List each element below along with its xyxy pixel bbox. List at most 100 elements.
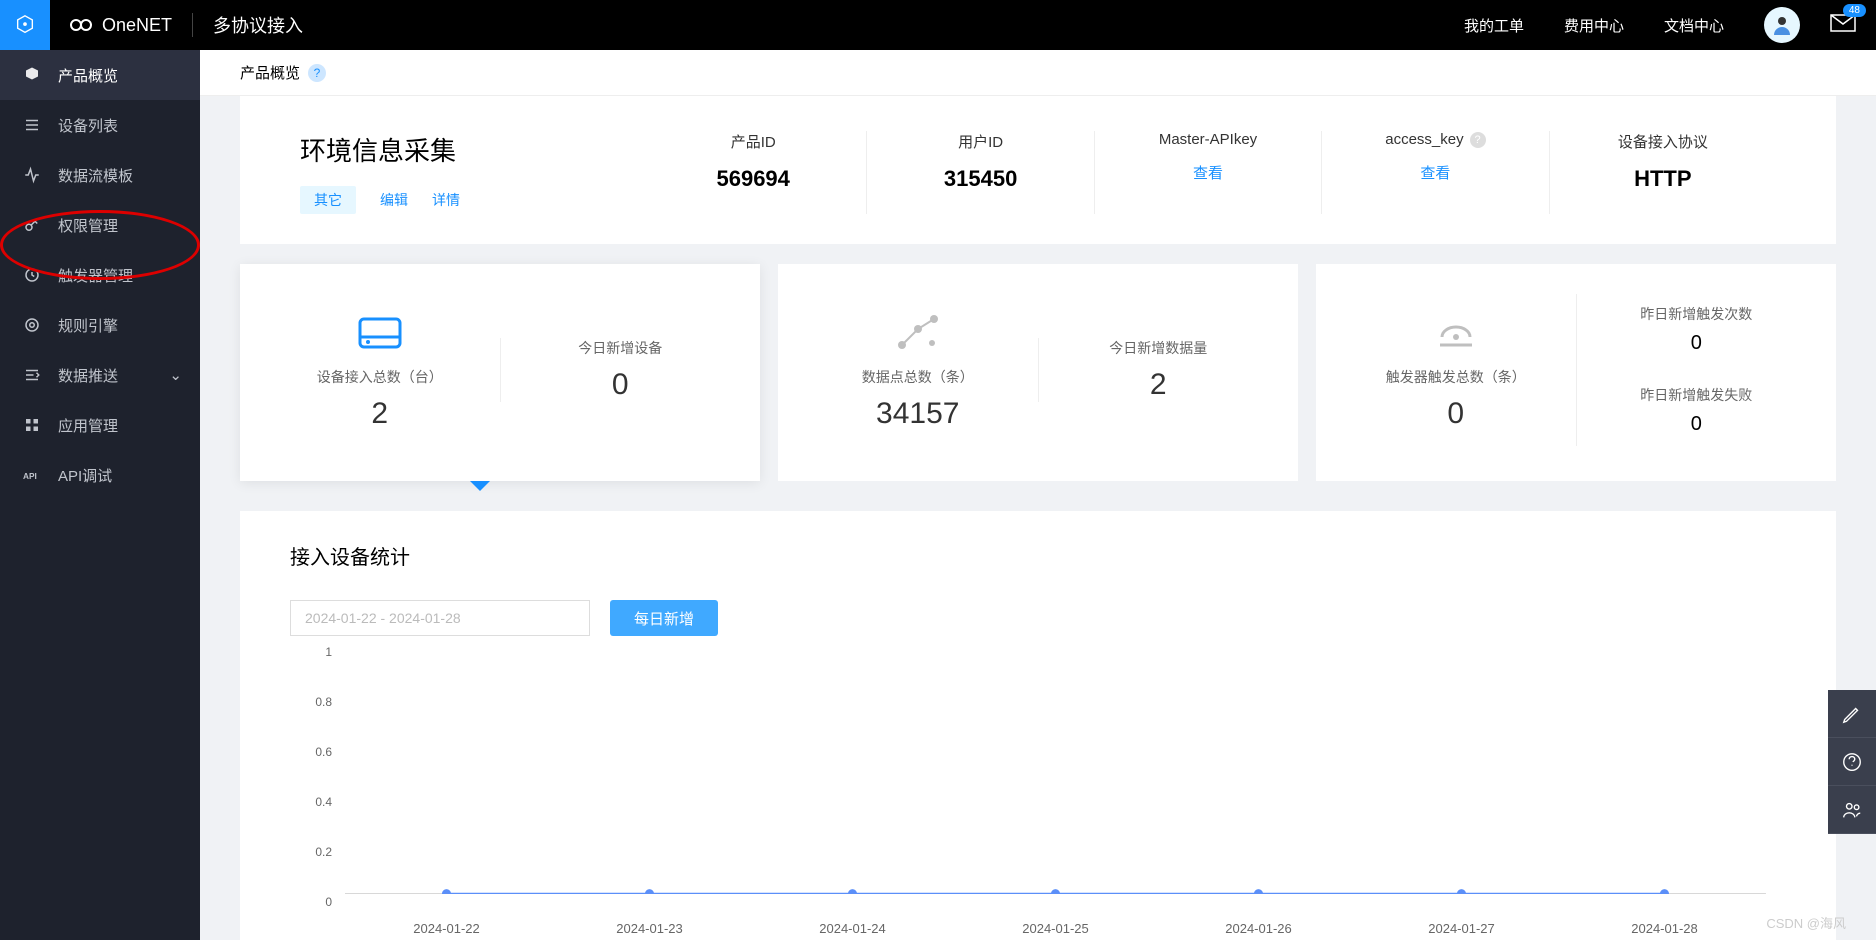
- sidebar-item-0[interactable]: 产品概览: [0, 50, 200, 100]
- nav-billing[interactable]: 费用中心: [1564, 15, 1624, 36]
- trigger-icon: [1336, 309, 1576, 357]
- sidebar-item-label: 产品概览: [58, 65, 118, 86]
- x-tick: 2024-01-23: [548, 921, 751, 940]
- stat-value: 0: [1577, 332, 1817, 355]
- sidebar-item-label: 触发器管理: [58, 265, 133, 286]
- stat-label: 设备接入总数（台）: [260, 367, 500, 387]
- product-tabs: 其它 编辑 详情: [300, 186, 640, 214]
- stat-value: 2: [260, 397, 500, 431]
- view-link[interactable]: 查看: [1332, 162, 1538, 183]
- chart-marker: [1457, 889, 1466, 894]
- stats-card-2[interactable]: 触发器触发总数（条）0昨日新增触发次数0昨日新增触发失败0: [1316, 264, 1836, 481]
- sidebar-item-4[interactable]: 触发器管理: [0, 250, 200, 300]
- daily-new-button[interactable]: 每日新增: [610, 600, 718, 636]
- info-value: HTTP: [1560, 166, 1766, 192]
- brand-icon: [70, 15, 94, 35]
- protocol-title: 多协议接入: [213, 12, 303, 38]
- stat-value: 2: [1039, 368, 1279, 402]
- stat-label: 昨日新增触发次数: [1577, 304, 1817, 324]
- line-chart: [345, 666, 1766, 894]
- help-icon[interactable]: ?: [308, 64, 326, 82]
- sidebar: 产品概览设备列表数据流模板权限管理触发器管理规则引擎数据推送 ⌄ 应用管理 APIAP…: [0, 50, 200, 940]
- sidebar-item-label: 规则引擎: [58, 315, 118, 336]
- sidebar-item-3[interactable]: 权限管理: [0, 200, 200, 250]
- y-tick: 0.4: [315, 795, 332, 809]
- info-value: 569694: [650, 166, 856, 192]
- chart-section: 接入设备统计 2024-01-22 - 2024-01-28 每日新增 0 0.2…: [240, 511, 1836, 940]
- watermark: CSDN @海风: [1766, 913, 1846, 932]
- info-cell-3: access_key ? 查看: [1321, 131, 1548, 214]
- mail-button[interactable]: 48: [1830, 12, 1856, 39]
- grid-icon: [22, 416, 42, 434]
- help-float-button[interactable]: [1828, 738, 1876, 786]
- sidebar-item-5[interactable]: 规则引擎: [0, 300, 200, 350]
- product-tab-1[interactable]: 编辑: [380, 190, 408, 210]
- breadcrumb-title: 产品概览: [240, 62, 300, 83]
- help-icon[interactable]: ?: [1470, 132, 1486, 148]
- main: 产品概览 ? 环境信息采集 其它 编辑 详情 产品ID 569694 用户ID 31545…: [200, 50, 1876, 940]
- sidebar-item-1[interactable]: 设备列表: [0, 100, 200, 150]
- stat-label: 今日新增设备: [501, 338, 741, 358]
- info-value: 315450: [877, 166, 1083, 192]
- y-tick: 0.8: [315, 695, 332, 709]
- product-tab-2[interactable]: 详情: [432, 190, 460, 210]
- push-icon: [22, 366, 42, 384]
- view-link[interactable]: 查看: [1105, 162, 1311, 183]
- pulse-icon: [22, 166, 42, 184]
- chevron-down-icon: ⌄: [169, 366, 182, 384]
- info-label: 产品ID: [650, 131, 856, 152]
- breadcrumb-bar: 产品概览 ?: [200, 50, 1876, 96]
- chart-area: 00.20.40.60.81 2024-01-222024-01-232024-…: [310, 666, 1766, 940]
- sidebar-item-label: API调试: [58, 465, 112, 486]
- trigger-icon: [22, 266, 42, 284]
- stats-card-0[interactable]: 设备接入总数（台）2今日新增设备0: [240, 264, 760, 481]
- stats-card-1[interactable]: 数据点总数（条）34157今日新增数据量2: [778, 264, 1298, 481]
- stats-row: 设备接入总数（台）2今日新增设备0数据点总数（条）34157今日新增数据量2触发…: [240, 264, 1836, 481]
- key-icon: [22, 216, 42, 234]
- device-icon: [260, 309, 500, 357]
- gear-icon: [22, 316, 42, 334]
- stat-label: 昨日新增触发失败: [1577, 385, 1817, 405]
- stat-label: 触发器触发总数（条）: [1336, 367, 1576, 387]
- top-header: OneNET 多协议接入 我的工单 费用中心 文档中心 48: [0, 0, 1876, 50]
- date-range-input[interactable]: 2024-01-22 - 2024-01-28: [290, 600, 590, 636]
- info-cell-2: Master-APIkey查看: [1094, 131, 1321, 214]
- x-tick: 2024-01-27: [1360, 921, 1563, 940]
- info-cell-0: 产品ID 569694: [640, 131, 866, 214]
- nav-my-tickets[interactable]: 我的工单: [1464, 15, 1524, 36]
- stat-label: 数据点总数（条）: [798, 367, 1038, 387]
- chart-marker: [1254, 889, 1263, 894]
- sidebar-item-label: 数据推送: [58, 365, 118, 386]
- product-tab-0[interactable]: 其它: [300, 186, 356, 214]
- chart-marker: [848, 889, 857, 894]
- sidebar-item-7[interactable]: 应用管理: [0, 400, 200, 450]
- info-cell-4: 设备接入协议HTTP: [1549, 131, 1776, 214]
- question-icon: [1841, 751, 1863, 773]
- chart-marker: [442, 889, 451, 894]
- logo-box[interactable]: [0, 0, 50, 50]
- users-float-button[interactable]: [1828, 786, 1876, 834]
- avatar[interactable]: [1764, 7, 1800, 43]
- nav-docs[interactable]: 文档中心: [1664, 15, 1724, 36]
- active-indicator: [470, 481, 490, 491]
- sidebar-item-label: 设备列表: [58, 115, 118, 136]
- y-tick: 0.6: [315, 745, 332, 759]
- chart-title: 接入设备统计: [290, 541, 1786, 570]
- x-tick: 2024-01-26: [1157, 921, 1360, 940]
- sidebar-item-6[interactable]: 数据推送 ⌄: [0, 350, 200, 400]
- product-name: 环境信息采集: [300, 131, 640, 168]
- y-tick: 0: [325, 895, 332, 909]
- list-icon: [22, 116, 42, 134]
- y-tick: 0.2: [315, 845, 332, 859]
- cube-icon: [22, 66, 42, 84]
- edit-float-button[interactable]: [1828, 690, 1876, 738]
- sidebar-item-label: 应用管理: [58, 415, 118, 436]
- info-label: access_key ?: [1332, 131, 1538, 148]
- sidebar-item-label: 数据流模板: [58, 165, 133, 186]
- float-buttons: [1828, 690, 1876, 834]
- sidebar-item-8[interactable]: APIAPI调试: [0, 450, 200, 500]
- stat-label: 今日新增数据量: [1039, 338, 1279, 358]
- stat-value: 0: [1577, 413, 1817, 436]
- sidebar-item-2[interactable]: 数据流模板: [0, 150, 200, 200]
- info-label: 用户ID: [877, 131, 1083, 152]
